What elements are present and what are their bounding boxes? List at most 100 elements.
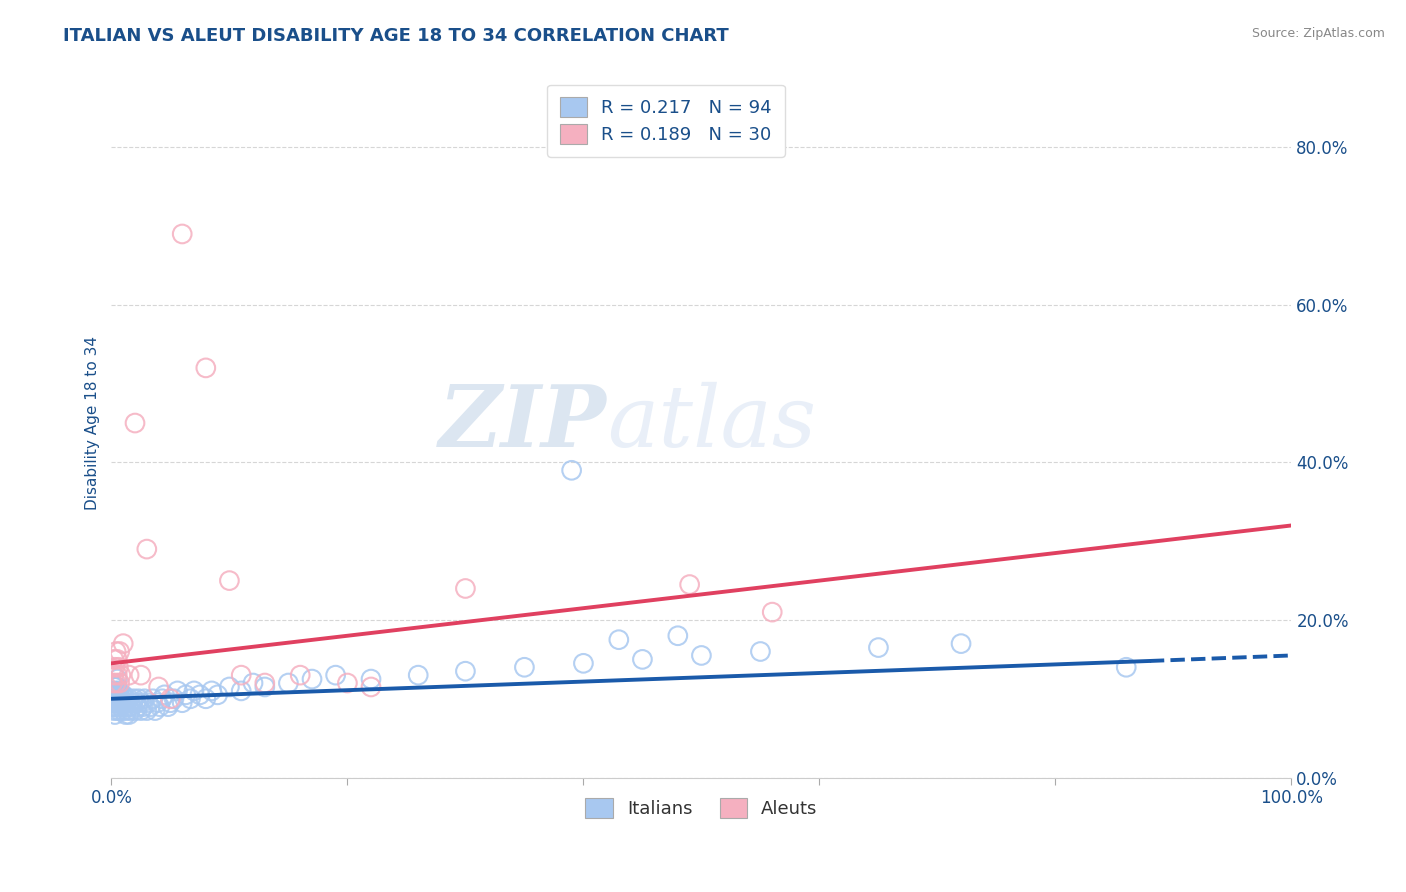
Point <box>122 691 145 706</box>
Point <box>107 699 129 714</box>
Point <box>103 696 125 710</box>
Point <box>868 640 890 655</box>
Point <box>277 676 299 690</box>
Text: Source: ZipAtlas.com: Source: ZipAtlas.com <box>1251 27 1385 40</box>
Point <box>290 668 312 682</box>
Point <box>231 684 253 698</box>
Point <box>105 704 128 718</box>
Point <box>166 684 188 698</box>
Point <box>115 704 138 718</box>
Point <box>572 657 595 671</box>
Point <box>207 688 229 702</box>
Text: ZIP: ZIP <box>439 381 607 465</box>
Point <box>120 704 142 718</box>
Point <box>183 684 205 698</box>
Y-axis label: Disability Age 18 to 34: Disability Age 18 to 34 <box>86 336 100 510</box>
Point <box>108 676 131 690</box>
Text: atlas: atlas <box>607 382 815 465</box>
Point <box>142 691 165 706</box>
Point <box>607 632 630 647</box>
Point <box>159 691 181 706</box>
Point <box>105 676 128 690</box>
Point <box>118 707 141 722</box>
Point <box>112 688 135 702</box>
Point <box>105 672 128 686</box>
Point <box>101 699 124 714</box>
Point <box>336 676 359 690</box>
Point <box>146 696 169 710</box>
Point <box>101 676 124 690</box>
Point <box>105 696 128 710</box>
Point <box>110 699 132 714</box>
Text: ITALIAN VS ALEUT DISABILITY AGE 18 TO 34 CORRELATION CHART: ITALIAN VS ALEUT DISABILITY AGE 18 TO 34… <box>63 27 730 45</box>
Point <box>101 684 124 698</box>
Point <box>513 660 536 674</box>
Point <box>179 691 201 706</box>
Point <box>105 696 128 710</box>
Point <box>163 691 186 706</box>
Point <box>218 680 240 694</box>
Point <box>666 629 689 643</box>
Point <box>1115 660 1137 674</box>
Point <box>107 691 129 706</box>
Point <box>159 696 181 710</box>
Point <box>360 680 382 694</box>
Point <box>231 668 253 682</box>
Point <box>105 644 128 658</box>
Point <box>194 360 217 375</box>
Point <box>134 691 156 706</box>
Point <box>112 704 135 718</box>
Point <box>172 227 194 241</box>
Point <box>406 668 429 682</box>
Point <box>950 637 973 651</box>
Point <box>105 680 128 694</box>
Point <box>108 704 131 718</box>
Point <box>111 688 134 702</box>
Point <box>104 699 127 714</box>
Point <box>108 688 131 702</box>
Point <box>201 684 224 698</box>
Point <box>114 691 136 706</box>
Point <box>454 582 477 596</box>
Point <box>124 416 146 430</box>
Point <box>103 652 125 666</box>
Point <box>105 680 128 694</box>
Point <box>678 577 700 591</box>
Point <box>121 699 143 714</box>
Point <box>143 704 166 718</box>
Point <box>124 704 146 718</box>
Point <box>131 696 153 710</box>
Point <box>631 652 654 666</box>
Point <box>103 704 125 718</box>
Point <box>761 605 783 619</box>
Point <box>104 684 127 698</box>
Point <box>110 691 132 706</box>
Point <box>103 668 125 682</box>
Point <box>194 691 217 706</box>
Point <box>301 672 323 686</box>
Point <box>114 707 136 722</box>
Point <box>360 672 382 686</box>
Point <box>104 660 127 674</box>
Point <box>108 644 131 658</box>
Point <box>157 699 180 714</box>
Point <box>103 688 125 702</box>
Point <box>148 680 170 694</box>
Point <box>690 648 713 663</box>
Point <box>129 704 152 718</box>
Point <box>105 688 128 702</box>
Point <box>561 463 583 477</box>
Point <box>117 699 139 714</box>
Point <box>325 668 347 682</box>
Point <box>101 691 124 706</box>
Point <box>105 668 128 682</box>
Point <box>749 644 772 658</box>
Point <box>112 699 135 714</box>
Point <box>105 688 128 702</box>
Point <box>107 660 129 674</box>
Point <box>118 691 141 706</box>
Point <box>150 691 173 706</box>
Point <box>188 688 211 702</box>
Point <box>253 676 276 690</box>
Point <box>454 664 477 678</box>
